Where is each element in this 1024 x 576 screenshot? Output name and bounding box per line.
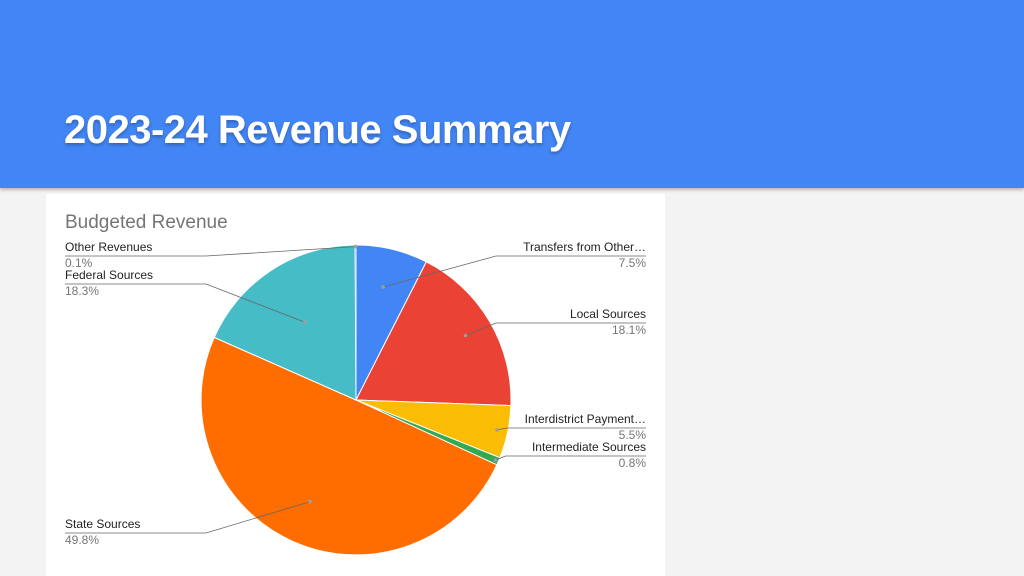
slice-label-name: Other Revenues [65, 240, 152, 254]
slice-label-name: Federal Sources [65, 268, 153, 282]
leader-line [465, 322, 646, 336]
slice-label-name: Transfers from Other… [523, 240, 646, 254]
slice-label-percent: 0.8% [619, 456, 647, 470]
slice-label-name: Intermediate Sources [532, 440, 646, 454]
pie-slices [200, 244, 512, 556]
leader-line [65, 283, 306, 323]
leader-line [496, 427, 646, 431]
leader-dot [463, 333, 468, 338]
leader-line [65, 246, 356, 257]
leader-dot [381, 285, 385, 289]
budgeted-revenue-pie-chart[interactable]: Budgeted Revenue Transfers from Other… 7.… [46, 194, 665, 576]
pie-slice-federal-sources[interactable] [213, 244, 357, 401]
slice-label-percent: 7.5% [619, 256, 647, 270]
title-banner: 2023-24 Revenue Summary [0, 0, 1024, 188]
leader-line [382, 255, 646, 288]
leader-dot [495, 428, 499, 432]
slide-title: 2023-24 Revenue Summary [64, 108, 571, 152]
pie-chart-card[interactable]: Budgeted Revenue Transfers from Other… 7.… [46, 194, 665, 576]
leader-dot [353, 244, 358, 249]
leader-dot [303, 320, 307, 324]
leader-dot [308, 499, 312, 504]
slice-label-percent: 18.1% [612, 323, 646, 337]
slice-label-percent: 0.1% [65, 256, 93, 270]
slice-labels: Transfers from Other… 7.5% Local Sources 18… [65, 240, 646, 547]
slice-label-percent: 5.5% [619, 428, 647, 442]
slice-label-percent: 49.8% [65, 533, 99, 547]
leader-dot [493, 458, 498, 462]
leader-line [65, 501, 311, 534]
slice-label-name: Local Sources [570, 307, 646, 321]
slice-label-name: State Sources [65, 517, 140, 531]
slice-label-percent: 18.3% [65, 284, 99, 298]
pie-slice-state-sources[interactable] [200, 336, 498, 556]
chart-title: Budgeted Revenue [65, 212, 228, 233]
leader-line [495, 455, 646, 461]
pie-slice-local-sources[interactable] [355, 261, 512, 407]
slice-label-name: Interdistrict Payment… [525, 412, 646, 426]
